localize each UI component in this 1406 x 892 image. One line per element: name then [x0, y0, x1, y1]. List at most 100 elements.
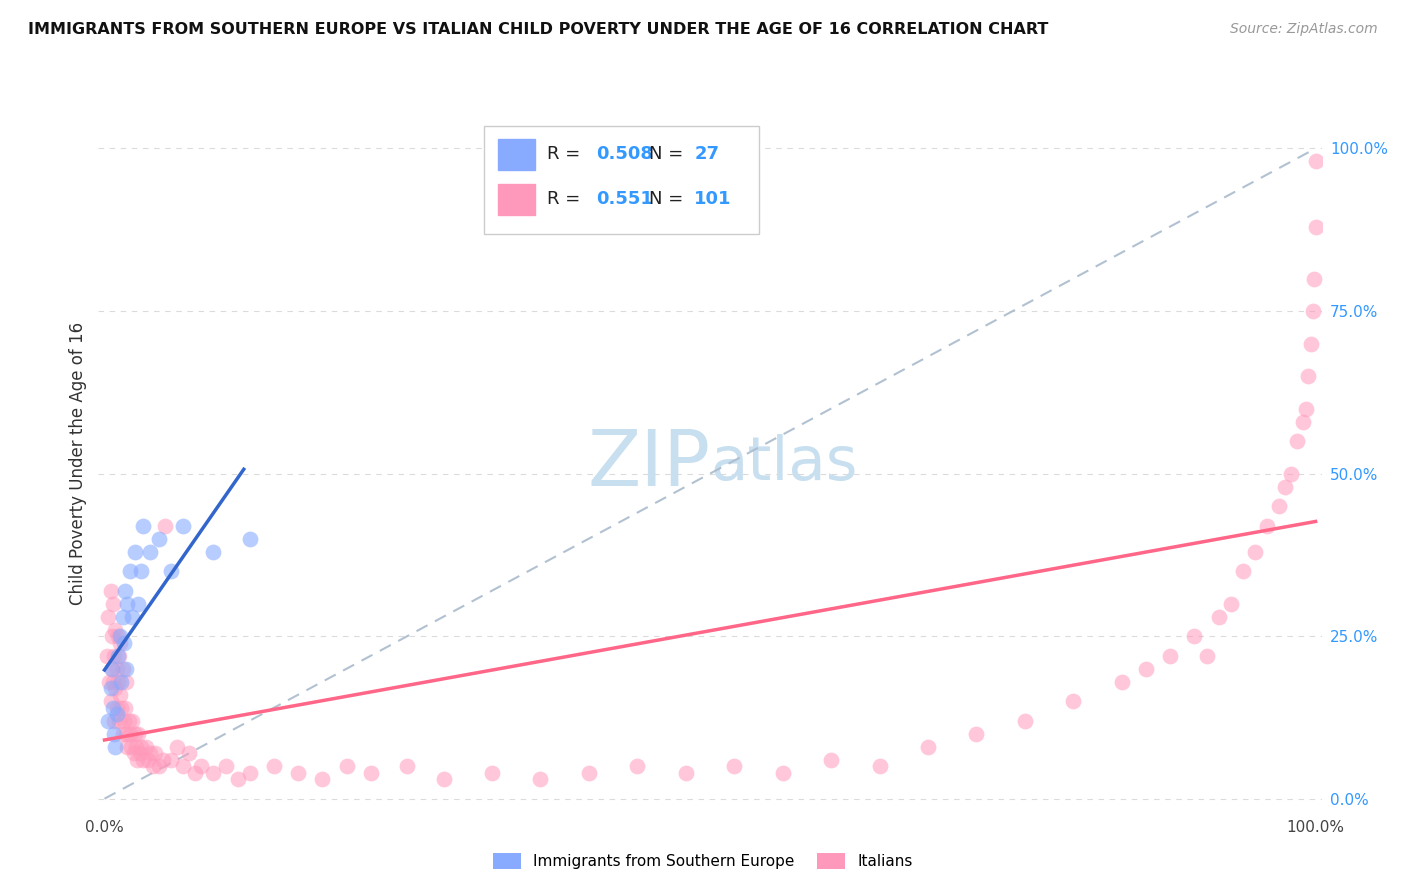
Bar: [498, 138, 536, 169]
Point: [1274, 480, 1296, 494]
Point: [432, 772, 454, 787]
Point: [148, 759, 170, 773]
Point: [190, 759, 212, 773]
Point: [122, 746, 145, 760]
Point: [107, 674, 129, 689]
Point: [142, 759, 165, 773]
Text: R =: R =: [547, 145, 586, 163]
Point: [103, 714, 125, 728]
Point: [101, 597, 124, 611]
Point: [100, 694, 122, 708]
Point: [124, 544, 146, 558]
Point: [97, 714, 120, 728]
Point: [396, 759, 419, 773]
Point: [132, 753, 155, 767]
Point: [1159, 648, 1181, 663]
Point: [1286, 434, 1309, 448]
Point: [104, 623, 127, 637]
Point: [118, 727, 141, 741]
Point: [100, 583, 122, 598]
Point: [239, 532, 262, 546]
Point: [118, 714, 141, 728]
Point: [1305, 219, 1327, 234]
Point: [1111, 674, 1133, 689]
Point: [121, 609, 143, 624]
Point: [117, 597, 139, 611]
Point: [820, 753, 842, 767]
Point: [110, 700, 132, 714]
Point: [675, 765, 697, 780]
Point: [117, 739, 139, 754]
Point: [96, 648, 118, 663]
Legend: Immigrants from Southern Europe, Italians: Immigrants from Southern Europe, Italian…: [488, 847, 918, 875]
Point: [136, 753, 159, 767]
Point: [360, 765, 382, 780]
Point: [160, 753, 183, 767]
Text: N =: N =: [650, 191, 689, 209]
Point: [1305, 154, 1327, 169]
Point: [869, 759, 891, 773]
Point: [139, 544, 162, 558]
Point: [202, 544, 225, 558]
Point: [115, 674, 138, 689]
Point: [1184, 629, 1206, 643]
Point: [172, 759, 194, 773]
Point: [110, 688, 132, 702]
Point: [135, 739, 157, 754]
Point: [1292, 415, 1315, 429]
Text: atlas: atlas: [710, 434, 858, 493]
Point: [172, 518, 194, 533]
Point: [111, 727, 134, 741]
Point: [1208, 609, 1230, 624]
Point: [152, 753, 174, 767]
Point: [103, 727, 125, 741]
Point: [1244, 544, 1267, 558]
Point: [100, 662, 122, 676]
Point: [1232, 564, 1254, 578]
Point: [139, 746, 162, 760]
Text: N =: N =: [650, 145, 689, 163]
Point: [129, 564, 152, 578]
Point: [966, 727, 988, 741]
Point: [160, 564, 183, 578]
FancyBboxPatch shape: [484, 127, 759, 235]
Point: [100, 662, 122, 676]
Point: [1268, 499, 1291, 513]
Point: [226, 772, 249, 787]
Point: [103, 648, 125, 663]
Text: R =: R =: [547, 191, 586, 209]
Point: [153, 518, 176, 533]
Point: [287, 765, 309, 780]
Point: [1135, 662, 1157, 676]
Point: [626, 759, 648, 773]
Point: [127, 727, 149, 741]
Point: [1299, 336, 1322, 351]
Point: [1295, 401, 1317, 416]
Point: [214, 759, 236, 773]
Point: [120, 739, 142, 754]
Point: [772, 765, 794, 780]
Point: [148, 532, 170, 546]
Point: [115, 727, 138, 741]
Point: [105, 707, 128, 722]
Text: 101: 101: [695, 191, 731, 209]
Point: [166, 739, 188, 754]
Point: [111, 662, 134, 676]
Text: Source: ZipAtlas.com: Source: ZipAtlas.com: [1230, 22, 1378, 37]
Point: [263, 759, 285, 773]
Point: [1302, 304, 1324, 318]
Point: [107, 648, 129, 663]
Point: [336, 759, 359, 773]
Bar: [498, 184, 536, 215]
Point: [723, 759, 745, 773]
Point: [112, 714, 135, 728]
Point: [104, 739, 127, 754]
Point: [112, 635, 135, 649]
Point: [578, 765, 600, 780]
Point: [114, 583, 136, 598]
Text: 27: 27: [695, 145, 718, 163]
Point: [1256, 518, 1278, 533]
Point: [100, 629, 122, 643]
Point: [125, 739, 148, 754]
Point: [529, 772, 551, 787]
